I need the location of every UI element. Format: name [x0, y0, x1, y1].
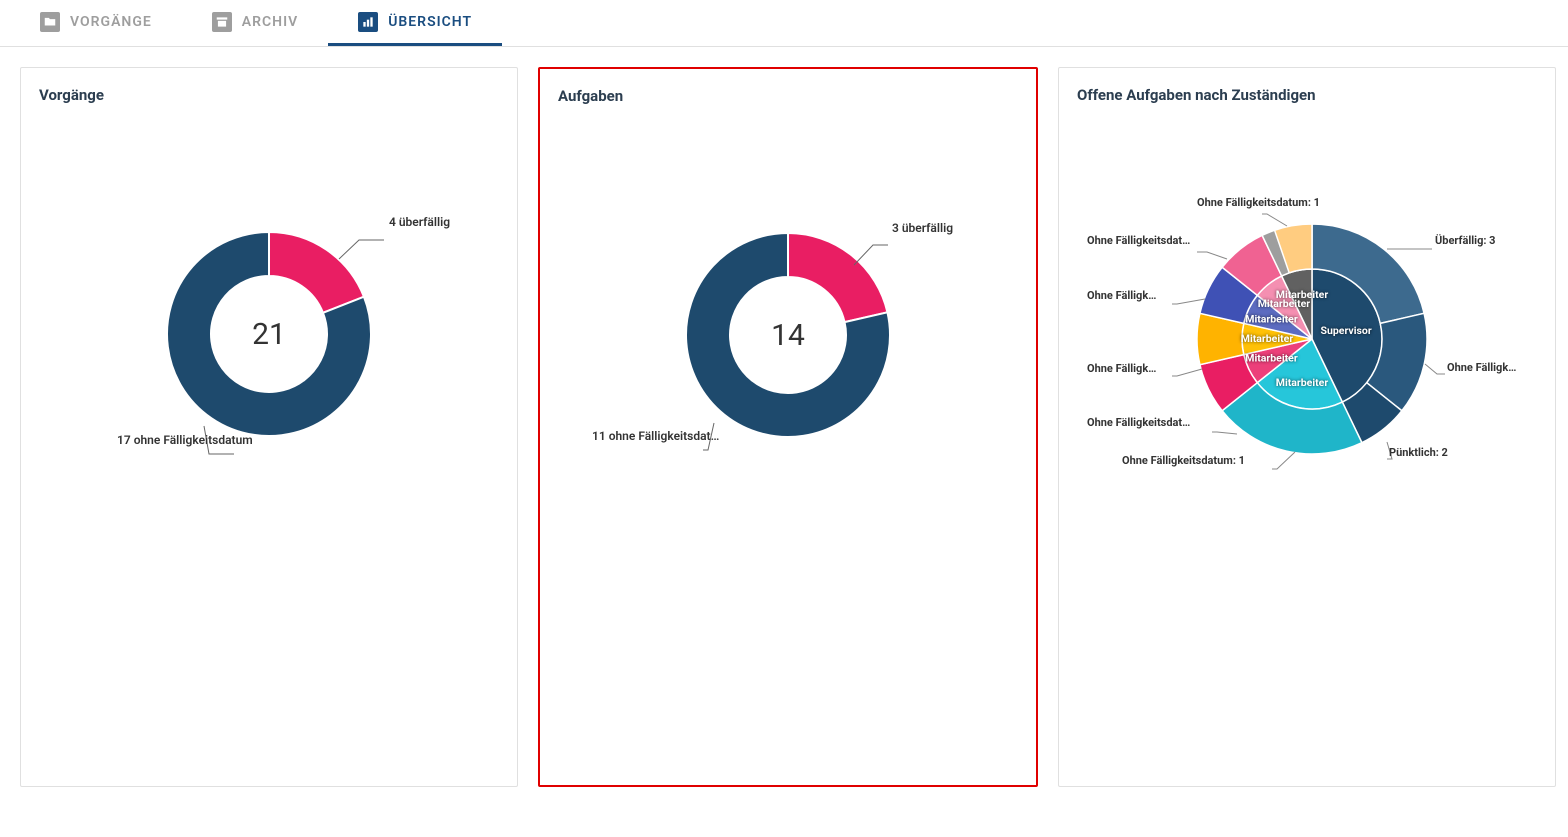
folder-icon — [40, 12, 60, 32]
svg-text:17 ohne Fälligkeitsdatum: 17 ohne Fälligkeitsdatum — [117, 433, 253, 447]
vorgaenge-chart: 21 4 überfällig 17 ohne Fälligkeitsdatum — [39, 164, 499, 664]
offene-sunburst[interactable]: Supervisor Mitarbeiter Mitarbeiter Mitarbei… — [1077, 164, 1537, 524]
panel-aufgaben: Aufgaben 14 3 überfällig 11 ohne Fälligkei… — [538, 67, 1038, 787]
svg-text:Ohne Fälligk…: Ohne Fälligk… — [1447, 361, 1516, 374]
svg-text:Ohne Fälligk…: Ohne Fälligk… — [1087, 362, 1156, 375]
aufgaben-chart: 14 3 überfällig 11 ohne Fälligkeitsdat… — [558, 165, 1018, 665]
panel-offene-title: Offene Aufgaben nach Zuständigen — [1077, 86, 1537, 104]
svg-text:Mitarbeiter: Mitarbeiter — [1241, 332, 1294, 345]
svg-text:4 überfällig: 4 überfällig — [389, 215, 450, 229]
svg-text:Supervisor: Supervisor — [1321, 324, 1372, 337]
tab-uebersicht[interactable]: ÜBERSICHT — [328, 0, 502, 46]
tab-archiv-label: ARCHIV — [242, 14, 298, 30]
chart-icon — [358, 12, 378, 32]
svg-text:Ohne Fälligk…: Ohne Fälligk… — [1087, 289, 1156, 302]
svg-text:3 überfällig: 3 überfällig — [892, 221, 953, 235]
tab-vorgaenge[interactable]: VORGÄNGE — [10, 0, 182, 46]
svg-text:Pünktlich: 2: Pünktlich: 2 — [1389, 446, 1448, 459]
svg-text:14: 14 — [771, 318, 805, 353]
svg-text:Ohne Fälligkeitsdat…: Ohne Fälligkeitsdat… — [1087, 234, 1190, 247]
svg-text:21: 21 — [252, 317, 286, 352]
archive-icon — [212, 12, 232, 32]
svg-text:11 ohne Fälligkeitsdat…: 11 ohne Fälligkeitsdat… — [592, 429, 719, 443]
panel-vorgaenge: Vorgänge 21 4 überfällig 17 ohne Fälligkei… — [20, 67, 518, 787]
aufgaben-donut[interactable]: 14 3 überfällig 11 ohne Fälligkeitsdat… — [558, 165, 1018, 525]
svg-text:Ohne Fälligkeitsdat…: Ohne Fälligkeitsdat… — [1087, 416, 1190, 429]
tab-archiv[interactable]: ARCHIV — [182, 0, 328, 46]
svg-text:Mitarbeiter: Mitarbeiter — [1245, 312, 1298, 325]
svg-text:Ohne Fälligkeitsdatum: 1: Ohne Fälligkeitsdatum: 1 — [1122, 454, 1245, 467]
tab-vorgaenge-label: VORGÄNGE — [70, 14, 152, 30]
panels-row: Vorgänge 21 4 überfällig 17 ohne Fälligkei… — [0, 47, 1568, 807]
svg-text:Mitarbeiter: Mitarbeiter — [1245, 352, 1298, 365]
tab-uebersicht-label: ÜBERSICHT — [388, 14, 472, 30]
panel-aufgaben-title: Aufgaben — [558, 87, 1018, 105]
vorgaenge-donut[interactable]: 21 4 überfällig 17 ohne Fälligkeitsdatum — [39, 164, 499, 524]
offene-chart: Supervisor Mitarbeiter Mitarbeiter Mitarbei… — [1077, 164, 1537, 664]
panel-vorgaenge-title: Vorgänge — [39, 86, 499, 104]
svg-text:Überfällig: 3: Überfällig: 3 — [1435, 233, 1496, 247]
panel-offene: Offene Aufgaben nach Zuständigen Supervi… — [1058, 67, 1556, 787]
svg-text:Mitarbeiter: Mitarbeiter — [1276, 288, 1329, 301]
tabs-bar: VORGÄNGE ARCHIV ÜBERSICHT — [0, 0, 1568, 47]
svg-text:Mitarbeiter: Mitarbeiter — [1276, 376, 1329, 389]
svg-text:Ohne Fälligkeitsdatum: 1: Ohne Fälligkeitsdatum: 1 — [1197, 196, 1320, 209]
